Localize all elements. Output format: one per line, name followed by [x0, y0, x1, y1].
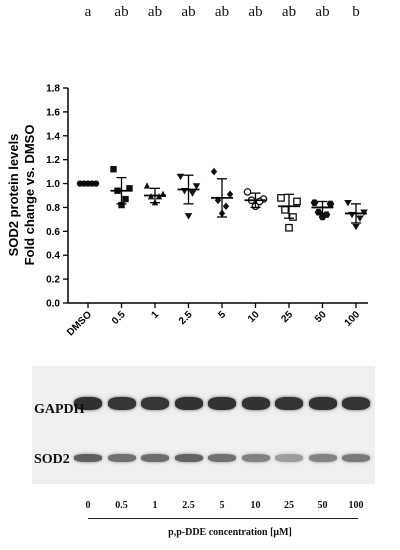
blot-band-sod2 — [141, 454, 169, 462]
significance-letter: b — [352, 4, 360, 20]
y-tick-label: 0.2 — [46, 275, 60, 286]
concentration-label: 5 — [219, 500, 225, 511]
significance-letter: ab — [248, 4, 263, 20]
y-tick-label: 0.0 — [46, 299, 60, 310]
x-tick-label: DMSO — [65, 309, 94, 338]
group-100 — [344, 199, 368, 231]
blot-band-sod2 — [74, 454, 102, 462]
y-tick-label: 1.6 — [46, 107, 60, 118]
concentration-label: 0 — [85, 500, 91, 511]
blot-band-sod2 — [275, 454, 303, 462]
data-point — [122, 195, 129, 203]
concentration-label: 50 — [317, 500, 328, 511]
concentration-label: 10 — [250, 500, 261, 511]
blot-row-label-sod2: SOD2 — [34, 452, 70, 467]
blot-band-gapdh — [74, 396, 102, 410]
data-point — [143, 182, 151, 189]
y-axis-label-line-2: Fold change vs. DMSO — [22, 125, 37, 266]
x-tick-label: 25 — [279, 309, 295, 325]
significance-letter: ab — [147, 4, 163, 20]
group-25 — [277, 193, 301, 232]
western-blot-image — [32, 366, 375, 484]
y-tick-label: 0.4 — [46, 251, 60, 262]
significance-letter: ab — [281, 4, 297, 20]
blot-band-sod2 — [107, 454, 136, 462]
data-point — [356, 215, 364, 222]
blot-band-gapdh — [141, 396, 169, 410]
blot-row-label-gapdh: GAPDH — [34, 402, 85, 417]
data-point — [293, 197, 301, 206]
significance-letter: a — [84, 4, 92, 20]
blot-band-sod2 — [208, 454, 236, 462]
data-point — [277, 194, 285, 202]
blot-band-sod2 — [342, 454, 370, 462]
significance-letter: ab — [315, 4, 330, 20]
significance-letter: ab — [181, 4, 196, 20]
x-tick-label: 5 — [216, 309, 228, 321]
data-point — [210, 167, 218, 176]
concentration-axis-title: p,p-DDE concentration [μM] — [168, 527, 292, 538]
concentration-label: 2.5 — [182, 500, 195, 511]
x-tick-label: 10 — [246, 309, 262, 325]
blot-band-sod2 — [241, 454, 270, 462]
data-point — [110, 166, 117, 173]
data-point — [318, 213, 327, 221]
data-point — [192, 183, 201, 190]
significance-letter: ab — [114, 4, 129, 20]
concentration-label: 0.5 — [115, 500, 128, 511]
data-point — [222, 202, 230, 211]
data-point — [176, 173, 185, 181]
group-1 — [143, 182, 167, 206]
blot-band-gapdh — [208, 396, 236, 410]
data-point — [281, 205, 289, 214]
blot-band-sod2 — [174, 454, 203, 462]
y-tick-label: 0.8 — [46, 203, 60, 214]
y-axis-label-line-1: SOD2 protein levels — [6, 134, 21, 257]
data-point — [126, 185, 133, 192]
blot-band-gapdh — [275, 396, 303, 410]
data-point — [285, 223, 293, 232]
group-5 — [210, 167, 234, 218]
group-0.5 — [110, 166, 133, 209]
concentration-bracket-line — [88, 518, 358, 519]
y-tick-label: 0.6 — [46, 227, 60, 238]
concentration-label: 100 — [348, 500, 364, 511]
data-point — [326, 200, 335, 208]
concentration-label: 1 — [152, 500, 158, 511]
y-tick-label: 1.0 — [46, 179, 60, 190]
scatter-chart: 0.0 0.2 0.4 0.6 0.8 1.0 1.2 1.4 1.6 1.8 DMSO 0.5 1 2.… — [6, 84, 368, 338]
data-point — [226, 190, 234, 199]
chart-marks — [76, 166, 368, 232]
blot-band-gapdh — [308, 396, 337, 410]
blot-band-gapdh — [342, 396, 370, 410]
x-tick-label: 0.5 — [110, 309, 128, 327]
data-point — [214, 196, 222, 205]
y-tick-label: 1.4 — [46, 131, 60, 142]
blot-band-gapdh — [107, 396, 136, 410]
group-2.5 — [176, 173, 201, 220]
data-point — [118, 201, 125, 209]
data-point — [243, 188, 252, 196]
x-tick-label: 50 — [313, 309, 329, 325]
data-point — [352, 223, 360, 231]
group-10 — [243, 188, 268, 211]
concentration-label: 25 — [284, 500, 294, 511]
blot-band-gapdh — [174, 396, 203, 410]
data-point — [184, 213, 193, 220]
x-tick-label: 100 — [343, 309, 363, 329]
data-point — [289, 213, 297, 221]
x-tick-label: 2.5 — [177, 309, 195, 327]
blot-band-gapdh — [241, 396, 270, 410]
data-point — [188, 190, 197, 197]
group-DMSO — [76, 180, 100, 187]
y-tick-label: 1.2 — [46, 155, 60, 166]
y-tick-label: 1.8 — [46, 84, 60, 95]
significance-letter: ab — [214, 4, 230, 20]
group-50 — [310, 199, 335, 221]
data-point — [310, 199, 319, 206]
blot-band-sod2 — [308, 454, 337, 462]
x-tick-label: 1 — [149, 309, 161, 321]
data-point — [344, 199, 352, 207]
